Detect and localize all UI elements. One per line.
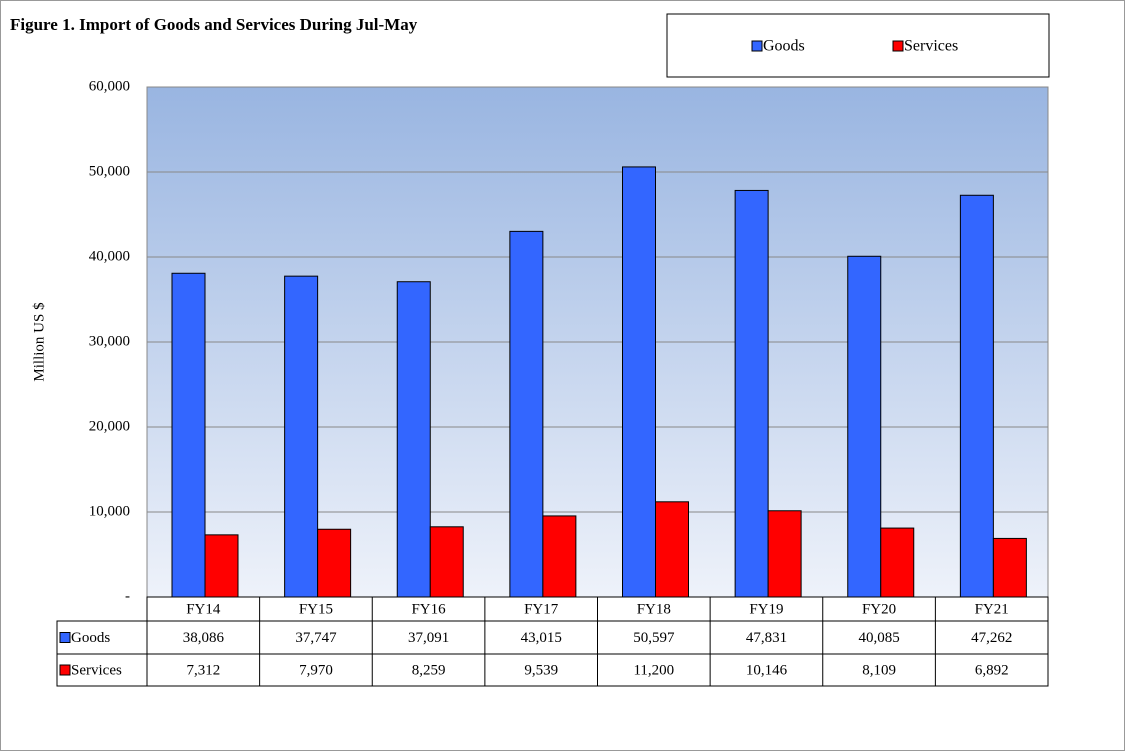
legend-key — [751, 40, 763, 52]
table-series-name: Goods — [71, 630, 110, 646]
x-tick-label: FY16 — [411, 601, 446, 617]
x-tick-label: FY21 — [975, 601, 1009, 617]
x-tick-label: FY18 — [637, 601, 671, 617]
bar — [880, 527, 915, 598]
bar — [655, 501, 689, 598]
table-value: 7,970 — [299, 662, 333, 678]
table-value: 37,091 — [408, 630, 449, 646]
chart-title: Figure 1. Import of Goods and Services D… — [10, 15, 418, 34]
table-value: 8,109 — [862, 662, 896, 678]
legend-label: Goods — [763, 38, 805, 55]
table-value: 8,259 — [412, 662, 446, 678]
table-value: 47,831 — [746, 630, 787, 646]
x-tick-label: FY20 — [862, 601, 896, 617]
table-value: 50,597 — [633, 630, 675, 646]
y-axis-label: Million US $ — [31, 302, 47, 382]
bar — [542, 515, 577, 598]
bar — [959, 194, 994, 598]
bar — [284, 275, 319, 598]
bar — [847, 255, 882, 598]
table-value: 47,262 — [971, 630, 1012, 646]
bar — [429, 526, 464, 598]
bar — [317, 528, 352, 598]
table-value: 37,747 — [295, 630, 337, 646]
table-value: 11,200 — [633, 662, 674, 678]
bar — [622, 166, 656, 598]
bar — [767, 510, 802, 598]
legend-key — [892, 40, 904, 52]
table-value: 38,086 — [183, 630, 225, 646]
x-tick-label: FY19 — [749, 601, 783, 617]
y-tick-label: 30,000 — [89, 333, 130, 349]
table-value: 6,892 — [975, 662, 1009, 678]
bar — [509, 230, 544, 598]
y-tick-label: 10,000 — [89, 503, 130, 519]
legend-box — [666, 13, 1050, 78]
bar — [734, 189, 769, 598]
y-tick-label: 40,000 — [89, 248, 130, 264]
bar — [204, 534, 239, 598]
y-tick-label: - — [125, 588, 130, 604]
x-tick-label: FY14 — [186, 601, 221, 617]
table-key — [59, 632, 71, 643]
y-tick-label: 20,000 — [89, 418, 130, 434]
table-series-name: Services — [71, 662, 122, 678]
y-tick-label: 50,000 — [89, 163, 130, 179]
table-value: 43,015 — [521, 630, 562, 646]
table-key — [59, 664, 71, 676]
x-tick-label: FY17 — [524, 601, 559, 617]
bar — [171, 272, 206, 598]
x-tick-label: FY15 — [299, 601, 333, 617]
table-value: 9,539 — [524, 662, 558, 678]
legend-label: Services — [904, 38, 958, 55]
y-tick-label: 60,000 — [89, 78, 130, 94]
table-value: 10,146 — [746, 662, 788, 678]
table-value: 7,312 — [186, 662, 220, 678]
bar — [396, 281, 431, 598]
table-value: 40,085 — [858, 630, 899, 646]
bar — [992, 537, 1027, 598]
